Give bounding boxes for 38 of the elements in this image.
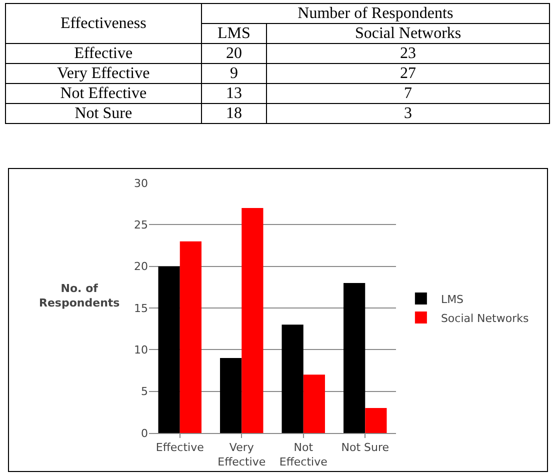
data-label: 23 (266, 44, 550, 64)
y-axis-title: No. of Respondents (39, 282, 120, 310)
y-tick-label: 10 (134, 344, 148, 357)
data-label: 18 (201, 104, 267, 124)
data-label: 9 (201, 64, 267, 84)
bar (303, 374, 325, 433)
y-tick-label: 20 (134, 260, 148, 274)
category-label: Very Effective (6, 64, 202, 84)
x-tick-label: Effective (156, 441, 204, 454)
bar (344, 283, 366, 433)
bar (282, 324, 304, 433)
data-label: 27 (266, 64, 550, 84)
y-tick-label: 5 (141, 385, 148, 398)
bar (365, 408, 387, 433)
text: Effectiveness (6, 4, 202, 44)
text: Number of Respondents (201, 4, 550, 24)
text: LMS (201, 24, 267, 44)
y-tick-label: 30 (134, 176, 148, 190)
data-label: 3 (266, 104, 550, 124)
data-label: 20 (201, 44, 267, 64)
legend-label: Social Networks (440, 312, 529, 325)
category-label: Not Sure (6, 104, 202, 124)
bar (180, 241, 202, 433)
bar (158, 266, 180, 433)
y-tick-label: 15 (134, 302, 148, 315)
y-tick-label: 0 (141, 426, 148, 440)
category-label: Not Effective (6, 84, 202, 104)
bar (242, 208, 264, 433)
x-tick-label: Not Sure (341, 441, 390, 454)
category-label: Effective (6, 44, 202, 64)
text: Social Networks (266, 24, 550, 44)
data-label: 7 (266, 84, 550, 104)
y-tick-label: 25 (134, 218, 148, 232)
data-label: 13 (201, 84, 267, 104)
x-tick-label: Not Effective (279, 441, 328, 468)
legend-label: LMS (440, 292, 464, 306)
bar (220, 358, 242, 433)
x-tick-label: Very Effective (218, 441, 266, 468)
